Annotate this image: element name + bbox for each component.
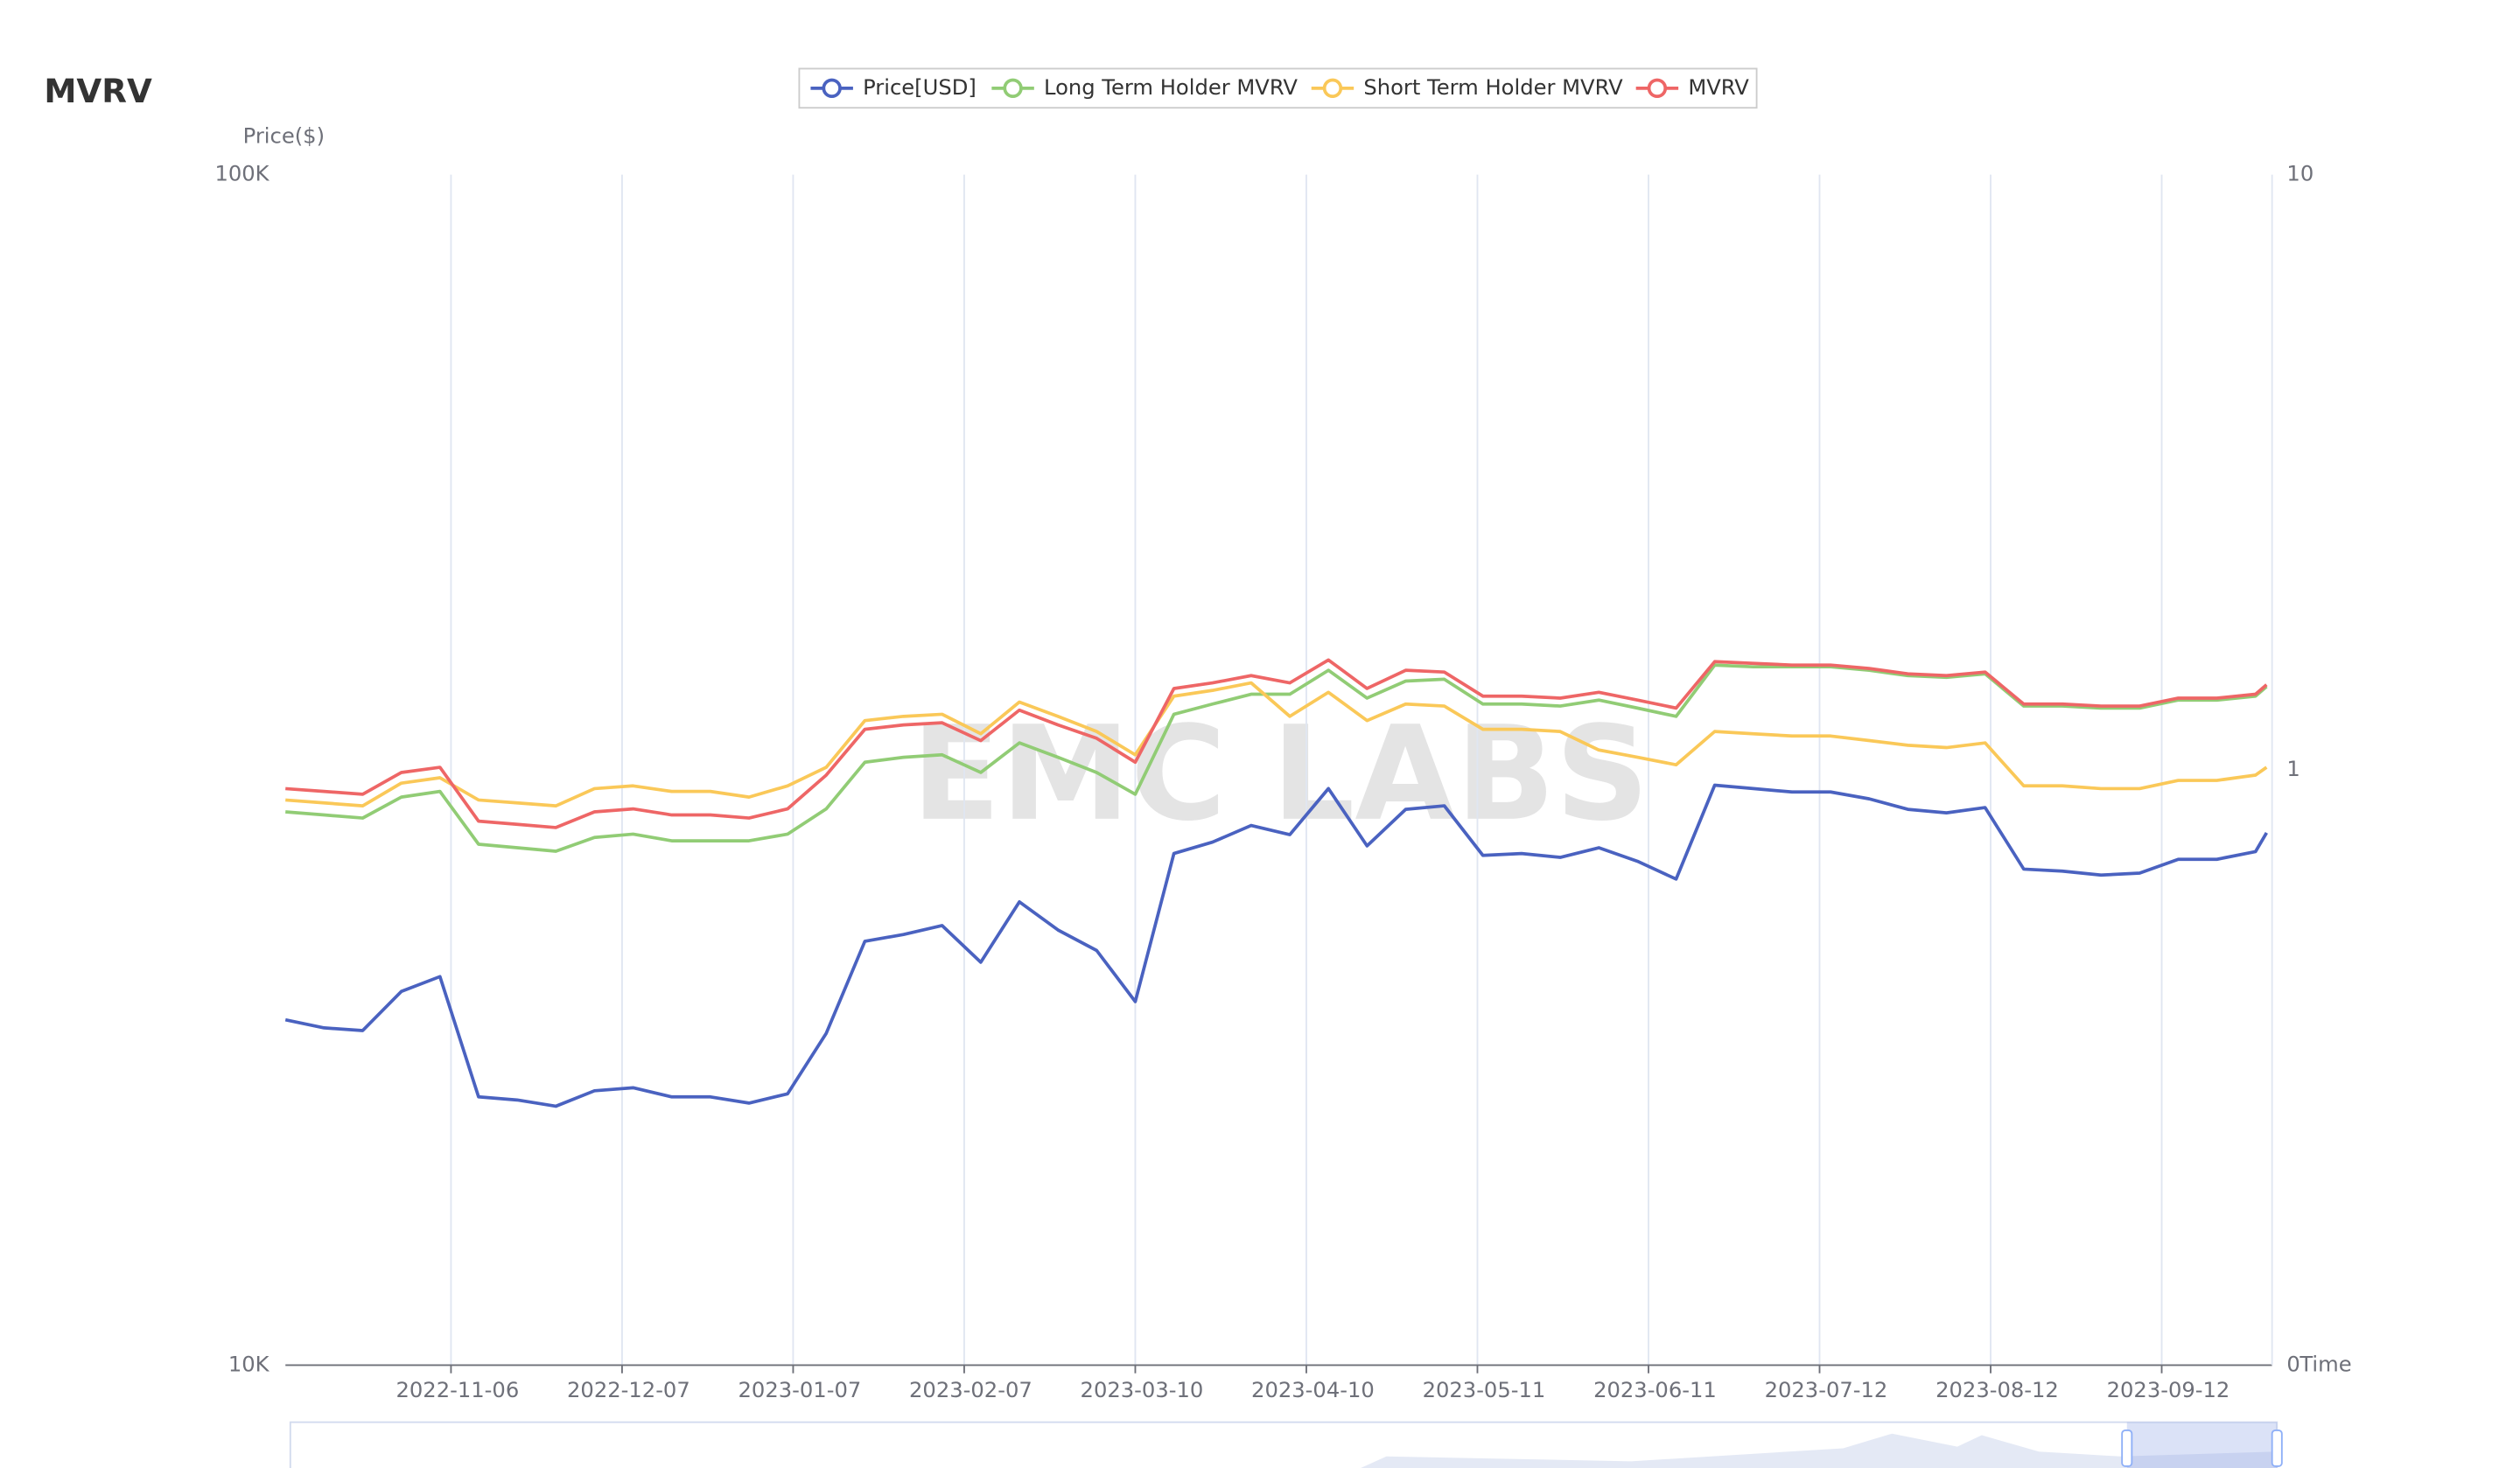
legend-symbol	[1647, 78, 1668, 99]
x-axis-label: Time	[2299, 1352, 2351, 1376]
legend-symbol	[822, 78, 842, 99]
series-line	[285, 681, 2268, 808]
x-tick-label: 2022-11-06	[396, 1378, 519, 1402]
x-tick-label: 2023-09-12	[2107, 1378, 2230, 1402]
x-tick-label: 2023-06-11	[1593, 1378, 1717, 1402]
x-tick-label: 2023-08-12	[1936, 1378, 2059, 1402]
chart-title: MVRV	[44, 72, 152, 110]
legend-item[interactable]: Long Term Holder MVRV	[991, 75, 1298, 100]
legend-label: MVRV	[1688, 75, 1749, 100]
x-tick-label: 2023-01-07	[738, 1378, 862, 1402]
zoom-window	[2126, 1422, 2278, 1468]
legend-item[interactable]: Short Term Holder MVRV	[1311, 75, 1623, 100]
legend-label: Price[USD]	[863, 75, 976, 100]
y-tick-label: 10K	[228, 1352, 270, 1376]
legend-box	[798, 67, 1758, 109]
watermark: EMC LABS	[912, 699, 1649, 850]
zoom-handle[interactable]	[2121, 1430, 2133, 1467]
x-tick-label: 2023-05-11	[1423, 1378, 1546, 1402]
x-tick-label: 2023-04-10	[1251, 1378, 1375, 1402]
legend-item[interactable]: Price[USD]	[810, 75, 976, 100]
legend-label: Short Term Holder MVRV	[1363, 75, 1623, 100]
series-line	[285, 663, 2268, 853]
data-zoom	[289, 1421, 2283, 1468]
series-line	[285, 658, 2268, 829]
x-tick-label: 2023-07-12	[1765, 1378, 1888, 1402]
y-tick-label: 100K	[214, 162, 270, 186]
y-axis-label: Price($)	[243, 124, 325, 149]
x-tick-label: 2023-02-07	[909, 1378, 1032, 1402]
y2-tick-label: 1	[2286, 757, 2300, 781]
legend-item[interactable]: MVRV	[1635, 75, 1750, 100]
legend-symbol	[1003, 78, 1023, 99]
series-line	[284, 783, 2268, 1108]
y2-tick-label: 0	[2286, 1352, 2300, 1376]
legend-label: Long Term Holder MVRV	[1044, 75, 1298, 100]
y2-tick-label: 10	[2286, 162, 2314, 186]
x-tick-label: 2023-03-10	[1081, 1378, 1204, 1402]
x-tick-label: 2022-12-07	[567, 1378, 690, 1402]
zoom-preview	[1361, 1433, 2278, 1468]
zoom-handle[interactable]	[2271, 1430, 2283, 1467]
legend-symbol	[1322, 78, 1343, 99]
